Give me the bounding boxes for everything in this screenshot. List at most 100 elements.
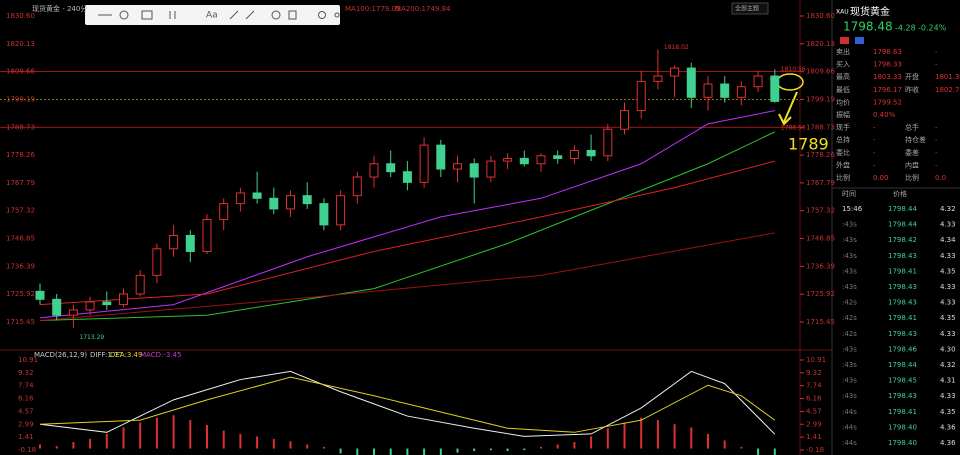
macd-tick-label: 7.74: [806, 382, 822, 390]
target-label: 1789: [788, 135, 829, 154]
quote-cell: 1799.52: [873, 98, 902, 106]
badge: [840, 37, 849, 44]
trade-cell: 4.35: [940, 314, 956, 322]
y-tick-label: 1746.85: [806, 235, 835, 243]
candle-body: [503, 157, 513, 162]
y-tick-label: 1830.60: [806, 12, 835, 20]
candle-body: [770, 75, 780, 102]
candle-body: [519, 157, 529, 165]
trade-cell: 1798.43: [888, 299, 917, 307]
quote-cell: -: [935, 124, 938, 132]
trade-header: 价格: [893, 189, 907, 198]
trade-cell: 4.36: [940, 439, 956, 447]
quote-cell: 现手: [836, 123, 850, 132]
candle-body: [102, 301, 112, 306]
candle-body: [269, 197, 279, 210]
quote-cell: 均价: [836, 97, 850, 106]
y-tick-label: 1778.26: [806, 151, 835, 159]
candle-body: [720, 83, 730, 98]
trade-cell: 1798.45: [888, 377, 917, 385]
y-tick-label: 1746.85: [6, 235, 35, 243]
candle-body: [302, 195, 312, 205]
trade-cell: 1798.41: [888, 408, 917, 416]
price-annotation: 1810.56: [781, 66, 806, 73]
moving-average: [39, 160, 775, 306]
trade-cell: :43s: [842, 221, 857, 229]
trade-cell: 1798.43: [888, 392, 917, 400]
quote-cell: 外盘: [836, 160, 850, 169]
candle-body: [152, 248, 162, 276]
macd-line: [39, 376, 776, 433]
macd-tick-label: 10.91: [806, 356, 826, 364]
candle-body: [636, 80, 646, 112]
price-annotation: 1818.02: [664, 44, 689, 51]
candle-body: [252, 192, 262, 199]
y-tick-label: 1830.60: [6, 12, 35, 20]
quote-cell: -: [873, 124, 876, 132]
trade-cell: 4.35: [940, 267, 956, 275]
y-tick-label: 1725.92: [6, 290, 35, 298]
quote-cell: 1801.3: [935, 73, 960, 81]
candle-body: [536, 155, 546, 165]
quote-cell: 比例: [905, 173, 919, 182]
trade-cell: :44s: [842, 408, 857, 416]
trade-cell: 4.32: [940, 205, 956, 213]
trade-cell: 1798.44: [888, 205, 917, 213]
candle-body: [469, 163, 479, 178]
quote-cell: 0.0: [935, 174, 946, 182]
quote-cell: 总持: [836, 135, 850, 144]
candle-body: [653, 75, 663, 82]
trade-cell: 4.31: [940, 377, 956, 385]
quote-cell: 最高: [836, 72, 850, 81]
candle-body: [703, 83, 713, 98]
macd-tick-label: 7.74: [18, 382, 34, 390]
candle-body: [85, 301, 95, 311]
trade-cell: :43s: [842, 252, 857, 260]
trade-cell: 4.33: [940, 221, 956, 229]
quote-cell: 持仓差: [905, 135, 926, 144]
moving-average: [39, 131, 776, 322]
trade-cell: 1798.43: [888, 252, 917, 260]
price-annotation: 1788.50: [781, 124, 806, 131]
candle-body: [670, 67, 680, 77]
trade-cell: 4.36: [940, 423, 956, 431]
trade-cell: :42s: [842, 299, 857, 307]
quote-cell: 委差: [905, 148, 919, 157]
theme-button-label[interactable]: 全部主题: [735, 5, 759, 13]
quote-cell: 昨收: [905, 85, 919, 94]
macd-tick-label: 4.57: [806, 407, 822, 415]
macd-tick-label: -0.18: [806, 446, 824, 454]
y-tick-label: 1778.26: [6, 151, 35, 159]
trade-cell: 1798.44: [888, 361, 917, 369]
candle-body: [119, 293, 128, 306]
macd-dea: DEA:3.49: [110, 351, 142, 359]
trade-cell: 4.33: [940, 299, 956, 307]
y-tick-label: 1799.19: [806, 95, 835, 103]
trade-cell: :43s: [842, 267, 857, 275]
quote-change-pct: -0.24%: [918, 24, 947, 33]
quote-cell: -: [935, 48, 938, 56]
trade-cell: 4.30: [940, 345, 956, 353]
theme-button[interactable]: [731, 2, 769, 15]
macd-tick-label: 1.41: [18, 433, 34, 441]
ma-label: MA100:1779.05: [345, 5, 401, 13]
toolbar[interactable]: [85, 5, 340, 25]
trade-cell: :42s: [842, 314, 857, 322]
macd-diff: DIFF:1.77: [90, 351, 123, 359]
macd-tick-label: 2.99: [18, 420, 34, 428]
macd-tick-label: 6.16: [18, 395, 34, 403]
quote-symbol: XAU: [836, 9, 849, 16]
candle-body: [620, 110, 629, 130]
y-tick-label: 1715.45: [6, 318, 35, 326]
y-tick-label: 1715.45: [806, 318, 835, 326]
quote-cell: 1798.33: [873, 61, 902, 69]
trade-cell: 4.33: [940, 283, 956, 291]
y-tick-label: 1820.13: [6, 40, 35, 48]
y-tick-label: 1767.79: [806, 179, 835, 187]
trade-cell: 1798.41: [888, 314, 917, 322]
toolbar-text-icon[interactable]: Aa: [206, 11, 218, 21]
trade-cell: :44s: [842, 439, 857, 447]
ma-label: MA200:1749.84: [395, 5, 451, 13]
